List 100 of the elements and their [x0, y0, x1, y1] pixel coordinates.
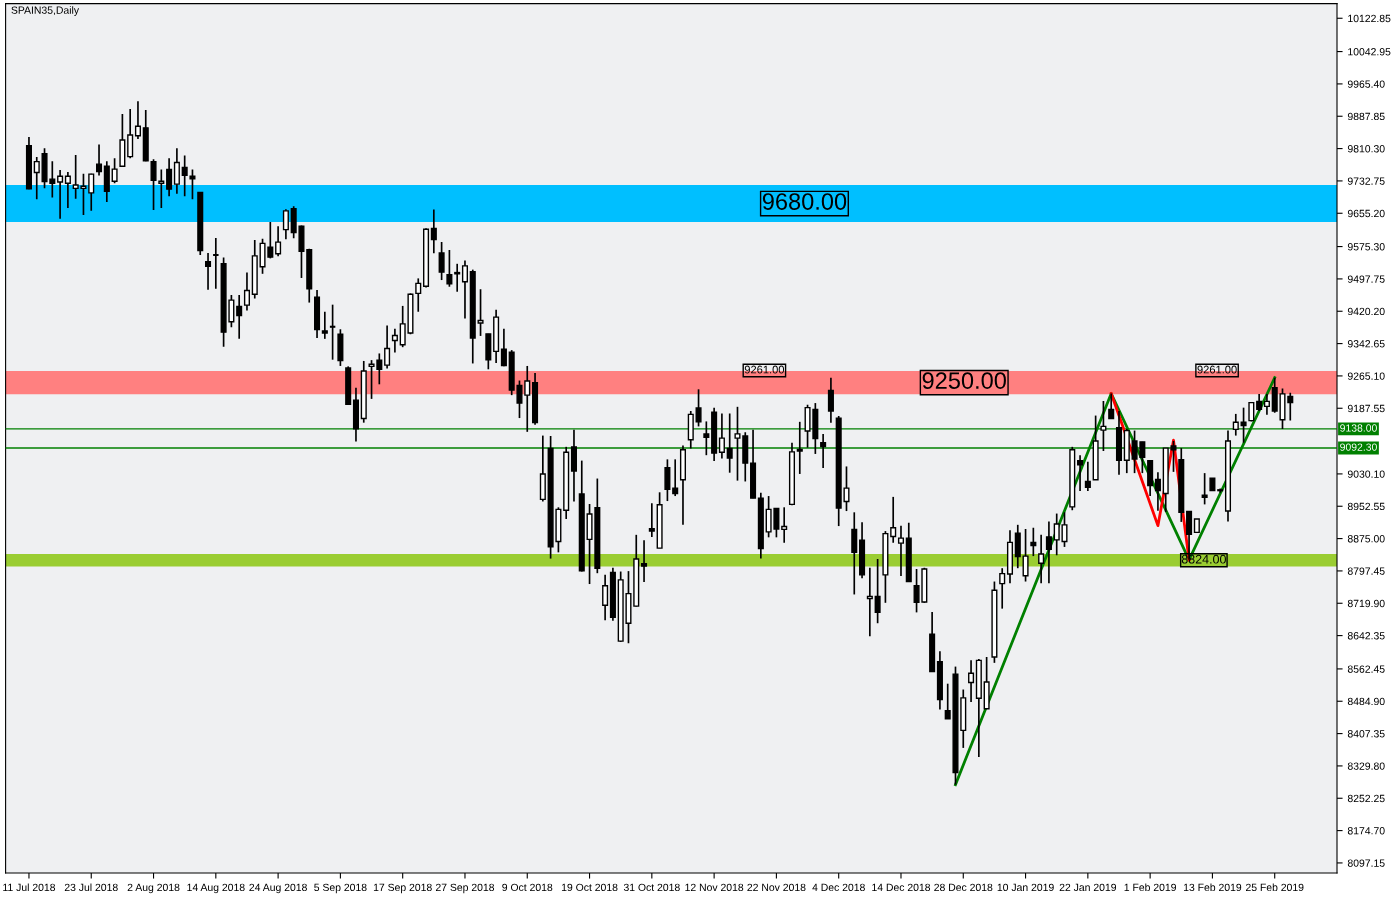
candlestick — [1084, 461, 1091, 492]
y-tick-label: 8952.55 — [1347, 502, 1385, 511]
y-tick-label: 8642.35 — [1347, 632, 1385, 640]
candlestick — [158, 168, 165, 209]
candlestick — [999, 567, 1006, 610]
candlestick — [664, 458, 671, 502]
x-tick-label: 27 Sep 2018 — [435, 883, 495, 894]
x-tick-label: 12 Nov 2018 — [685, 883, 744, 892]
y-tick-label: 9887.85 — [1347, 112, 1385, 121]
candlestick — [1045, 520, 1052, 585]
candlestick — [477, 288, 484, 337]
y-tick-label: 9187.55 — [1347, 404, 1385, 413]
candlestick — [1154, 471, 1161, 512]
candlestick — [703, 420, 710, 457]
candlestick — [827, 376, 834, 424]
candlestick — [672, 458, 679, 497]
candlestick — [602, 574, 609, 622]
candlestick — [851, 511, 858, 596]
y-tick-label: 10042.95 — [1348, 48, 1391, 56]
y-tick-label: 8174.70 — [1347, 827, 1385, 835]
candlestick — [500, 328, 507, 368]
candlestick — [321, 310, 328, 340]
x-tick-label: 11 Jul 2018 — [3, 883, 56, 892]
x-tick-label: 10 Jan 2019 — [997, 883, 1054, 892]
band-label: 8824.00 — [1181, 554, 1226, 564]
candlestick — [1108, 392, 1115, 420]
x-tick-label: 31 Oct 2018 — [623, 883, 680, 892]
candlestick — [166, 157, 173, 198]
y-tick-label: 9420.20 — [1347, 307, 1385, 316]
candlestick — [1100, 400, 1107, 452]
candlestick — [718, 412, 725, 460]
candlestick — [1232, 413, 1239, 437]
y-tick-label: 9965.40 — [1347, 80, 1385, 88]
x-tick-label: 17 Sep 2018 — [373, 883, 432, 894]
candlestick — [111, 157, 118, 185]
x-tick-label: 28 Dec 2018 — [934, 883, 993, 892]
candlestick — [726, 412, 733, 474]
y-tick-label: 9030.10 — [1347, 470, 1385, 478]
candlestick — [648, 502, 655, 538]
x-tick-label: 24 Aug 2018 — [249, 883, 307, 894]
x-tick-label: 5 Sep 2018 — [314, 883, 367, 894]
candlestick — [695, 388, 702, 428]
x-tick-label: 19 Oct 2018 — [561, 883, 618, 892]
candlestick — [874, 558, 881, 625]
y-tick-label: 9575.30 — [1347, 243, 1385, 251]
candlestick — [1201, 472, 1208, 506]
x-tick-label: 23 Jul 2018 — [64, 883, 118, 892]
x-tick-label: 14 Dec 2018 — [872, 883, 931, 892]
chart-title: SPAIN35,Daily — [11, 6, 80, 16]
y-tick-label: 8797.45 — [1347, 567, 1385, 575]
candlestick — [134, 100, 141, 140]
candlestick — [328, 303, 337, 361]
y-tick-label: 8097.15 — [1347, 859, 1385, 867]
y-tick-label: 8484.90 — [1347, 697, 1385, 706]
candlestick — [1014, 523, 1021, 570]
candlestick — [391, 328, 398, 354]
y-tick-label: 9732.75 — [1347, 177, 1385, 185]
annotation: 9261.00 — [1197, 365, 1237, 374]
x-tick-label: 2 Aug 2018 — [127, 883, 180, 894]
ref-line-label: 9138.00 — [1340, 424, 1377, 432]
candlestick — [96, 143, 103, 177]
candlestick — [438, 241, 445, 281]
candlestick — [212, 237, 220, 290]
y-tick-label: 10122.85 — [1348, 14, 1391, 23]
candlestick — [641, 539, 648, 583]
candlestick — [890, 496, 897, 544]
y-tick-label: 9497.75 — [1347, 275, 1385, 283]
candlestick — [897, 524, 905, 577]
y-tick-label: 9342.65 — [1347, 340, 1385, 348]
y-tick-label: 8719.90 — [1347, 599, 1385, 608]
candlestick — [1077, 454, 1084, 492]
candlestick — [88, 172, 95, 212]
x-tick-label: 14 Aug 2018 — [187, 883, 245, 894]
candlestick — [796, 420, 803, 475]
x-tick-label: 4 Dec 2018 — [812, 883, 865, 892]
candlestick — [205, 252, 212, 291]
ref-line-label: 9092.30 — [1340, 443, 1377, 451]
y-tick-label: 9265.10 — [1347, 372, 1385, 380]
candlestick — [968, 659, 975, 703]
band-label: 9680.00 — [762, 193, 847, 210]
candlestick — [275, 225, 282, 258]
candlestick — [173, 147, 180, 195]
candlestick — [127, 108, 134, 160]
x-tick-label: 22 Nov 2018 — [747, 883, 806, 892]
candlestick — [282, 208, 289, 241]
candlestick — [415, 277, 422, 313]
y-tick-label: 8875.00 — [1347, 535, 1385, 543]
candlestick — [461, 259, 469, 320]
annotation: 9261.00 — [744, 365, 785, 374]
candlestick — [236, 294, 243, 340]
y-tick-label: 9810.30 — [1347, 145, 1385, 153]
x-tick-label: 9 Oct 2018 — [502, 883, 553, 892]
candlestick — [64, 171, 71, 209]
candlestick — [446, 249, 453, 288]
candlestick — [1038, 533, 1045, 585]
x-tick-label: 25 Feb 2019 — [1245, 883, 1304, 892]
y-tick-label: 8562.45 — [1347, 665, 1385, 673]
candlestick — [781, 506, 788, 544]
candlestick — [866, 566, 873, 637]
y-tick-label: 8407.35 — [1347, 730, 1385, 738]
